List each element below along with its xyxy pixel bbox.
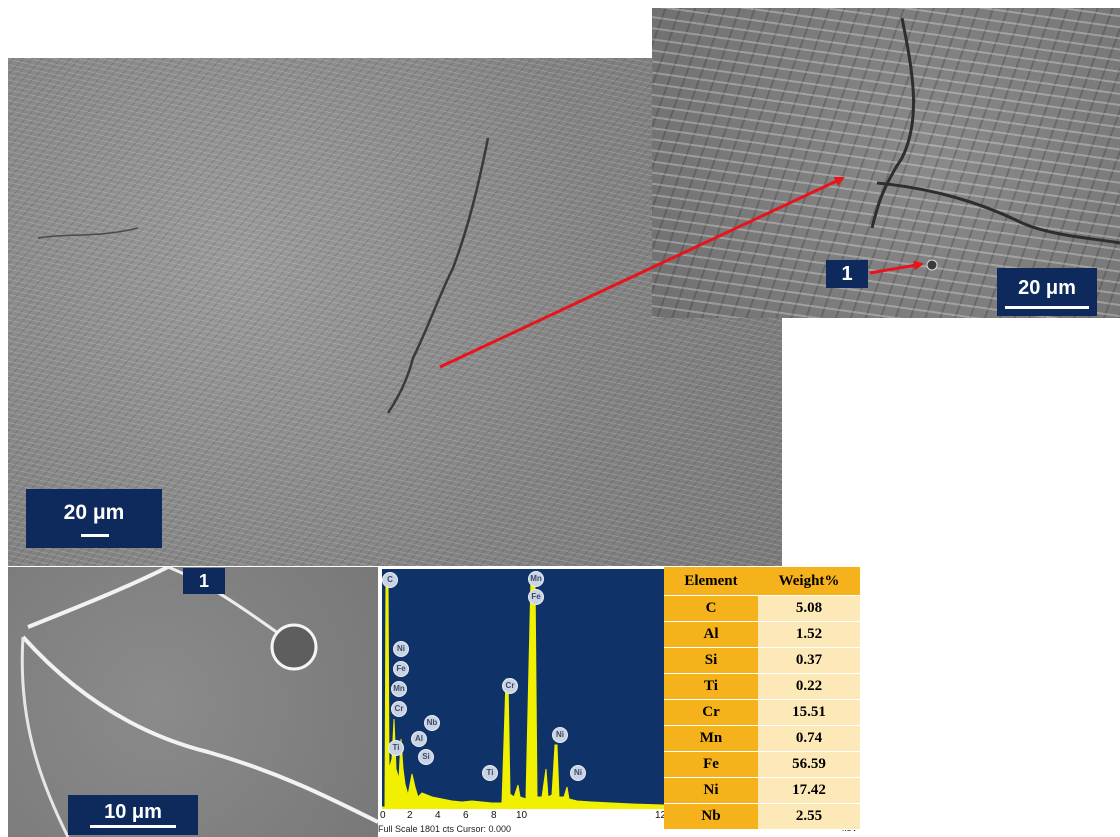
eds-spectrum: C Ni Fe Mn Cr Ti Al Nb Si Cr Mn Fe Ti Ni… bbox=[378, 567, 667, 837]
weight-cell: 1.52 bbox=[758, 621, 860, 648]
element-cell: Nb bbox=[664, 803, 758, 830]
peak-label-cr: Cr bbox=[391, 701, 407, 717]
peak-label-ni: Ni bbox=[393, 641, 409, 657]
detail-scale-label: 10 μm bbox=[104, 801, 162, 823]
detail-point-label: 1 bbox=[183, 568, 225, 594]
inset-scale-label: 20 μm bbox=[1018, 277, 1076, 299]
weight-cell: 17.42 bbox=[758, 777, 860, 804]
peak-label-fe: Fe bbox=[393, 661, 409, 677]
element-cell: C bbox=[664, 595, 758, 622]
table-row: Si 0.37 bbox=[664, 647, 860, 674]
detail-scale-bar: 10 μm bbox=[68, 795, 198, 835]
weight-cell: 2.55 bbox=[758, 803, 860, 830]
eds-spectrum-trace bbox=[381, 576, 665, 810]
main-scale-bar: 20 μm bbox=[26, 489, 162, 548]
table-row: Fe 56.59 bbox=[664, 751, 860, 778]
eds-spectrum-plot bbox=[381, 569, 665, 810]
table-row: Mn 0.74 bbox=[664, 725, 860, 752]
peak-label-ni-k: Ni bbox=[552, 727, 568, 743]
composition-table: Element Weight% C 5.08 Al 1.52 Si 0.37 Ti 0.… bbox=[664, 567, 860, 830]
weight-cell: 0.74 bbox=[758, 725, 860, 752]
peak-label-cr-k: Cr bbox=[502, 678, 518, 694]
element-cell: Fe bbox=[664, 751, 758, 778]
element-cell: Si bbox=[664, 647, 758, 674]
inset-point-label: 1 bbox=[826, 260, 868, 288]
peak-label-mn: Mn bbox=[391, 681, 407, 697]
element-cell: Ti bbox=[664, 673, 758, 700]
x-tick-10: 10 bbox=[516, 810, 528, 821]
inset-micrograph-features bbox=[870, 17, 1120, 271]
x-tick-0: 0 bbox=[380, 810, 386, 821]
x-tick-12: 12 bbox=[655, 810, 667, 821]
peak-label-al: Al bbox=[411, 731, 427, 747]
inset-scale-bar: 20 μm bbox=[997, 268, 1097, 316]
table-header-row: Element Weight% bbox=[664, 567, 860, 596]
weight-cell: 5.08 bbox=[758, 595, 860, 622]
spectrum-footer: Full Scale 1801 cts Cursor: 0.000 bbox=[378, 824, 512, 834]
weight-cell: 0.22 bbox=[758, 673, 860, 700]
x-tick-2: 2 bbox=[407, 810, 413, 821]
peak-label-nb: Nb bbox=[424, 715, 440, 731]
x-tick-4: 4 bbox=[435, 810, 441, 821]
peak-label-si: Si bbox=[418, 749, 434, 765]
table-row: C 5.08 bbox=[664, 595, 860, 622]
peak-label-c: C bbox=[382, 572, 398, 588]
peak-label-ni-kb: Ni bbox=[570, 765, 586, 781]
table-row: Al 1.52 bbox=[664, 621, 860, 648]
peak-label-mn-k: Mn bbox=[528, 571, 544, 587]
table-row: Ti 0.22 bbox=[664, 673, 860, 700]
weight-cell: 0.37 bbox=[758, 647, 860, 674]
weight-cell: 56.59 bbox=[758, 751, 860, 778]
table-row: Nb 2.55 bbox=[664, 803, 860, 830]
peak-label-ti-k: Ti bbox=[482, 765, 498, 781]
element-cell: Mn bbox=[664, 725, 758, 752]
element-cell: Cr bbox=[664, 699, 758, 726]
column-header-weight: Weight% bbox=[758, 567, 860, 596]
x-tick-8: 8 bbox=[491, 810, 497, 821]
x-tick-6: 6 bbox=[463, 810, 469, 821]
weight-cell: 15.51 bbox=[758, 699, 860, 726]
peak-label-fe-k: Fe bbox=[528, 589, 544, 605]
main-scale-label: 20 μm bbox=[63, 501, 125, 524]
element-cell: Al bbox=[664, 621, 758, 648]
element-cell: Ni bbox=[664, 777, 758, 804]
table-row: Cr 15.51 bbox=[664, 699, 860, 726]
peak-label-ti: Ti bbox=[388, 740, 404, 756]
detail-micrograph bbox=[8, 567, 378, 837]
table-row: Ni 17.42 bbox=[664, 777, 860, 804]
column-header-element: Element bbox=[664, 567, 758, 596]
